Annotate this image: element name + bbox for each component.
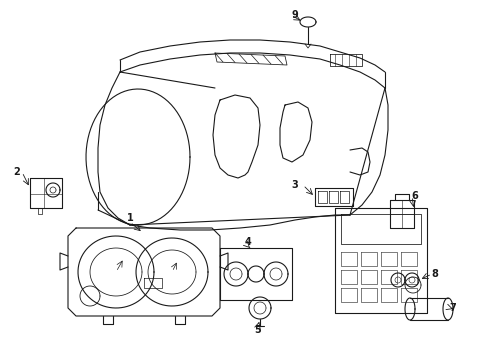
Text: 1: 1	[126, 213, 133, 223]
Text: 2: 2	[14, 167, 20, 177]
Text: 4: 4	[244, 237, 251, 247]
Text: 6: 6	[411, 191, 418, 201]
Text: 9: 9	[291, 10, 298, 20]
Text: 8: 8	[431, 269, 438, 279]
Text: 7: 7	[448, 303, 455, 313]
Text: 3: 3	[291, 180, 298, 190]
Text: 5: 5	[254, 325, 261, 335]
